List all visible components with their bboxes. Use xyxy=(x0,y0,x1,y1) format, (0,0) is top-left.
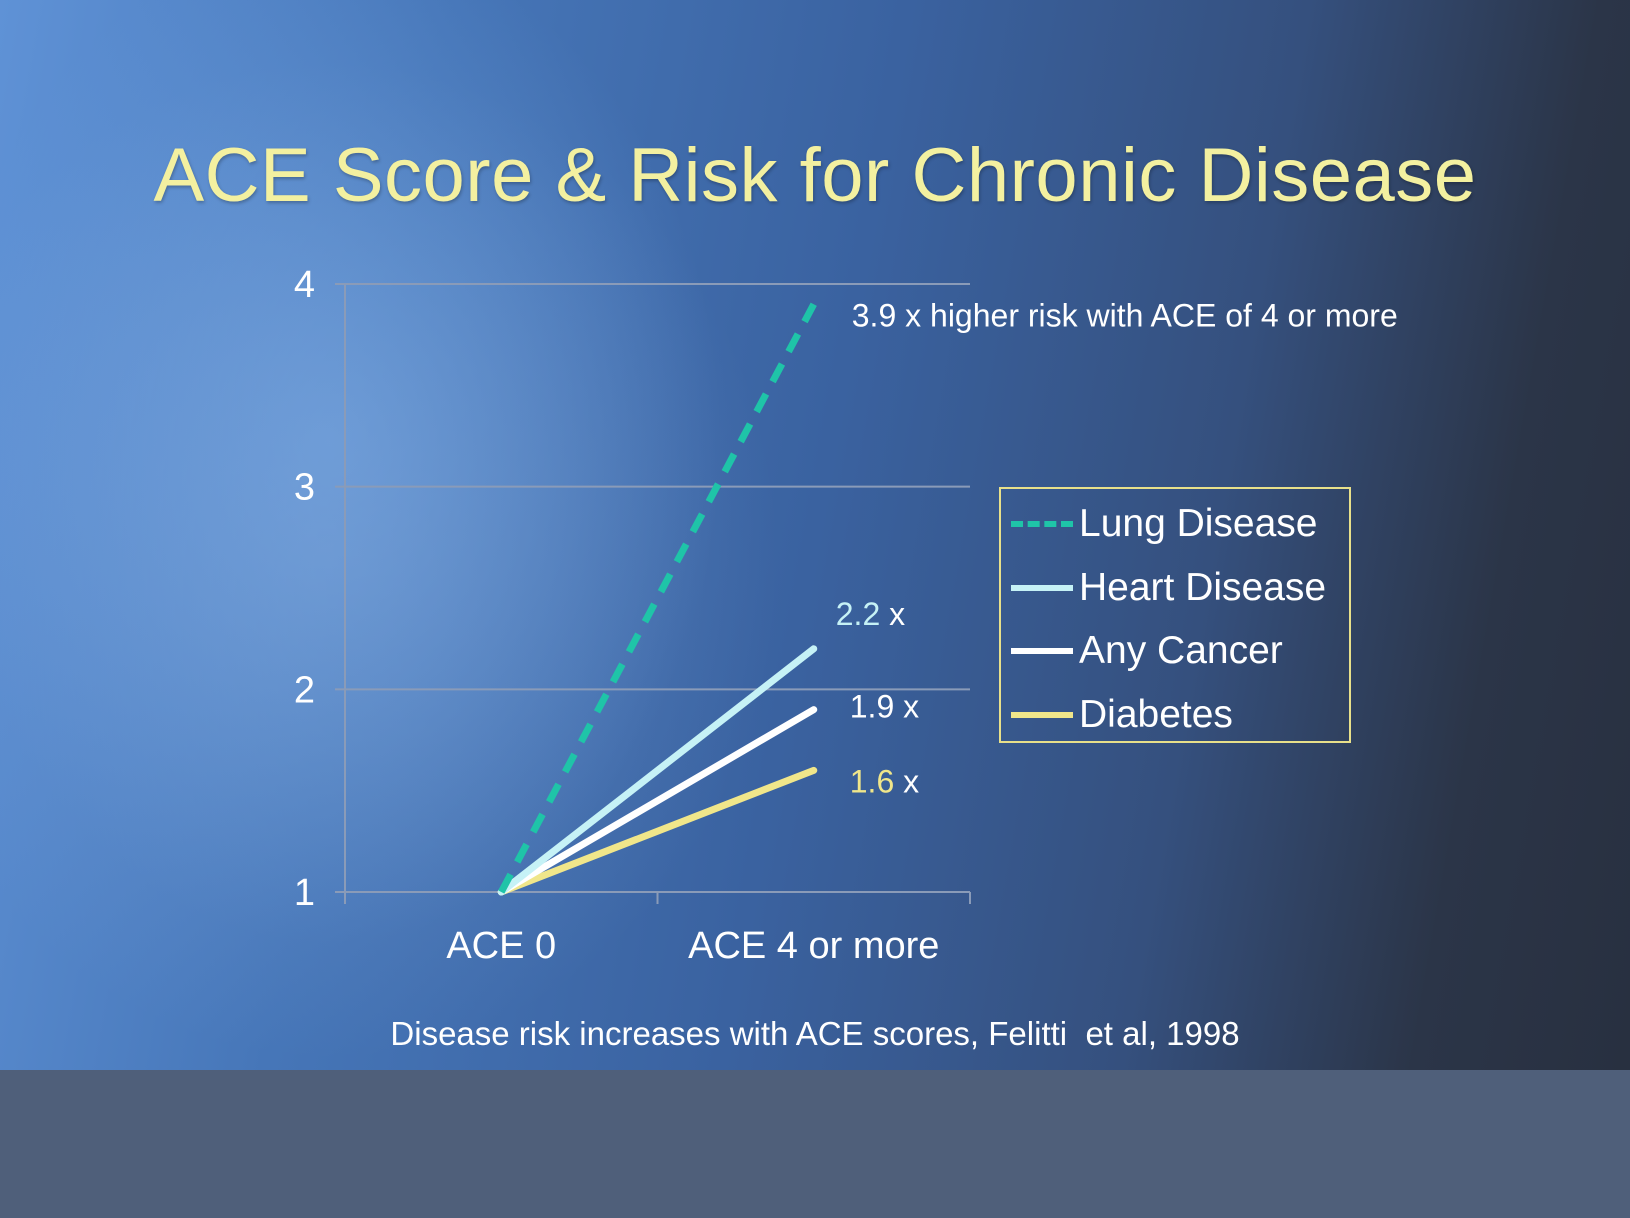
y-tick-label-4: 4 xyxy=(294,264,315,306)
annotation-cancer: 1.9 x xyxy=(850,689,919,725)
legend-swatch-lung xyxy=(1011,521,1073,527)
annotation-heart: 2.2 x xyxy=(836,596,905,632)
x-category-label-1: ACE 4 or more xyxy=(688,925,939,967)
slide-caption: Disease risk increases with ACE scores, … xyxy=(390,1015,1240,1052)
slide-title: ACE Score & Risk for Chronic Disease xyxy=(153,133,1477,218)
series-line-heart xyxy=(497,645,818,896)
legend-item-heart: Heart Disease xyxy=(1001,563,1353,613)
legend-item-diabetes: Diabetes xyxy=(1001,690,1353,740)
y-tick-label-2: 2 xyxy=(294,669,315,711)
series-line-lung xyxy=(498,302,817,894)
bottom-band xyxy=(0,1070,1630,1218)
y-tick-label-1: 1 xyxy=(294,872,315,914)
x-category-label-0: ACE 0 xyxy=(446,925,556,967)
y-tick-label-3: 3 xyxy=(294,467,315,509)
legend-label-diabetes: Diabetes xyxy=(1079,693,1233,736)
annotation-diabetes: 1.6 x xyxy=(850,763,919,799)
annotations: 3.9 x higher risk with ACE of 4 or more 2… xyxy=(836,297,1398,799)
legend-label-lung: Lung Disease xyxy=(1079,502,1318,545)
legend-swatch-diabetes xyxy=(1011,712,1073,718)
gridlines xyxy=(345,283,970,691)
legend-item-lung: Lung Disease xyxy=(1001,499,1353,549)
background-photo-glow xyxy=(0,60,780,1060)
axes: 1 2 3 4 ACE 0 ACE 4 or more xyxy=(294,264,971,967)
legend-swatch-heart xyxy=(1011,585,1073,591)
legend-swatch-cancer xyxy=(1011,648,1073,654)
annotation-lung: 3.9 x higher risk with ACE of 4 or more xyxy=(852,297,1398,333)
chart-legend: Lung Disease Heart Disease Any Cancer Di… xyxy=(999,487,1351,743)
legend-label-cancer: Any Cancer xyxy=(1079,629,1283,672)
legend-label-heart: Heart Disease xyxy=(1079,566,1327,609)
series-lines xyxy=(497,302,818,896)
series-line-cancer xyxy=(497,706,818,896)
series-line-diabetes xyxy=(497,766,818,896)
legend-item-cancer: Any Cancer xyxy=(1001,626,1353,676)
chart: 1 2 3 4 ACE 0 ACE 4 or more 3.9 x higher risk… xyxy=(294,264,1398,967)
